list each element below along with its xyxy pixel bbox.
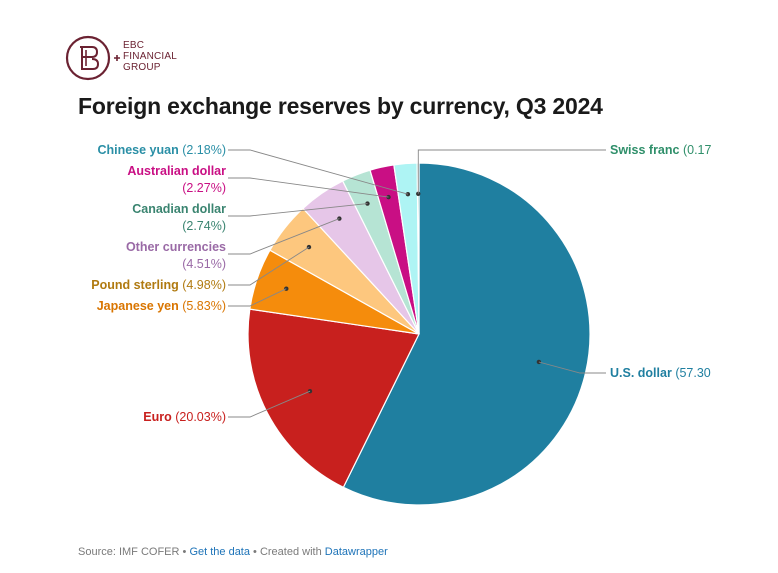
datawrapper-link[interactable]: Datawrapper [324, 546, 388, 558]
leader-line-other-currencies [228, 218, 340, 255]
slice-label-pound-sterling: Pound sterling (4.98%) [91, 278, 226, 292]
slice-name: Euro [143, 410, 172, 424]
chart-title: Foreign exchange reserves by currency, Q… [78, 93, 603, 119]
ebc-monogram-icon [65, 35, 120, 81]
slice-label-swiss-franc: Swiss franc (0.17 [610, 143, 712, 157]
slice-name: U.S. dollar [610, 366, 672, 380]
company-name-line: FINANCIAL [123, 51, 178, 62]
slice-label-canadian-dollar: Canadian dollar (2.74%) [132, 202, 226, 233]
footer-separator: • [249, 546, 260, 558]
slice-name: Japanese yen [97, 299, 179, 313]
get-data-link[interactable]: Get the data [189, 546, 250, 558]
created-with-text: Created with [259, 546, 322, 558]
slice-value: (2.27%) [182, 181, 226, 195]
slice-value: (4.98%) [182, 278, 226, 292]
leader-line-canadian-dollar [228, 203, 368, 217]
slice-name: Pound sterling [91, 278, 179, 292]
slice-label-other-currencies: Other currencies (4.51%) [126, 240, 226, 271]
leader-dot-japanese-yen [284, 286, 289, 291]
company-name-line: EBC [123, 40, 145, 51]
slice-value: (5.83%) [182, 299, 226, 313]
source-text: Source: IMF COFER [78, 546, 180, 558]
slice-value: (4.51%) [182, 257, 226, 271]
leader-line-australian-dollar [228, 177, 389, 198]
slice-label-japanese-yen: Japanese yen (5.83%) [97, 299, 226, 313]
leader-dot-u-s-dollar [536, 359, 542, 365]
leader-dot-australian-dollar [386, 194, 391, 200]
slice-value: (2.18%) [182, 143, 226, 157]
slice-value: (57.30 [675, 366, 710, 380]
company-name-line: GROUP [123, 62, 161, 73]
chart-footer: Source: IMF COFER • Get the data • Creat… [78, 546, 388, 558]
slice-value: (20.03%) [175, 410, 226, 424]
footer-separator: • [179, 546, 190, 558]
slice-name: Australian dollar [127, 164, 226, 178]
slice-label-euro: Euro (20.03%) [143, 410, 226, 424]
leader-line-chinese-yuan [228, 149, 409, 195]
leader-line-u-s-dollar [538, 361, 606, 374]
leader-dot-chinese-yuan [405, 192, 411, 197]
slice-name: Other currencies [126, 240, 226, 254]
slice-value: (0.17 [683, 143, 712, 157]
slice-name: Swiss franc [610, 143, 680, 157]
leader-line-swiss-franc [417, 149, 606, 194]
company-logo [64, 34, 204, 84]
pie-chart: U.S. dollar (57.30 Euro (20.03%) Japanese … [91, 143, 712, 506]
company-name: EBC FINANCIAL GROUP [123, 40, 177, 73]
slice-value: (2.74%) [182, 219, 226, 233]
slice-label-chinese-yuan: Chinese yuan (2.18%) [97, 143, 226, 157]
slice-name: Canadian dollar [132, 202, 226, 216]
leader-line-euro [228, 390, 311, 418]
leader-line-pound-sterling [228, 246, 310, 286]
slice-name: Chinese yuan [97, 143, 178, 157]
leader-line-japanese-yen [228, 288, 287, 307]
slice-label-u-s-dollar: U.S. dollar (57.30 [610, 366, 711, 380]
slice-label-australian-dollar: Australian dollar (2.27%) [127, 164, 226, 195]
pie-slice-euro [247, 308, 420, 489]
